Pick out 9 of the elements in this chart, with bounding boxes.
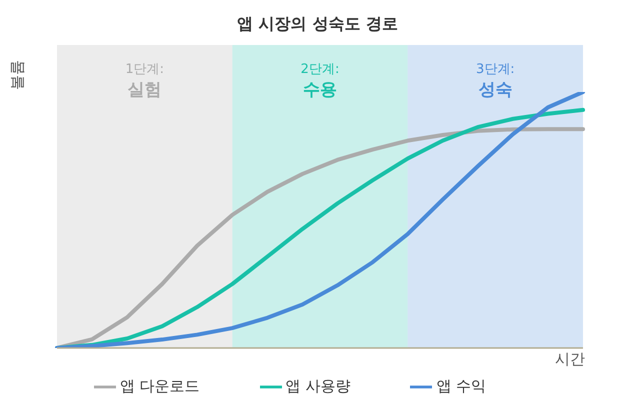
x-axis-title: 시간 — [555, 350, 585, 369]
annotation: 2단계: 수용 — [300, 62, 340, 100]
legend-label: 앱 사용량 — [286, 377, 350, 396]
annotation: 3단계: 성숙 — [476, 62, 515, 100]
legend-label: 앱 다운로드 — [120, 377, 200, 396]
chart-title: 앱 시장의 성숙도 경로 — [236, 14, 399, 35]
legend-label: 앱 수익 — [436, 377, 486, 396]
annotation: 1단계: 실험 — [125, 62, 164, 100]
y-axis-title: 볼륨 — [8, 60, 26, 90]
